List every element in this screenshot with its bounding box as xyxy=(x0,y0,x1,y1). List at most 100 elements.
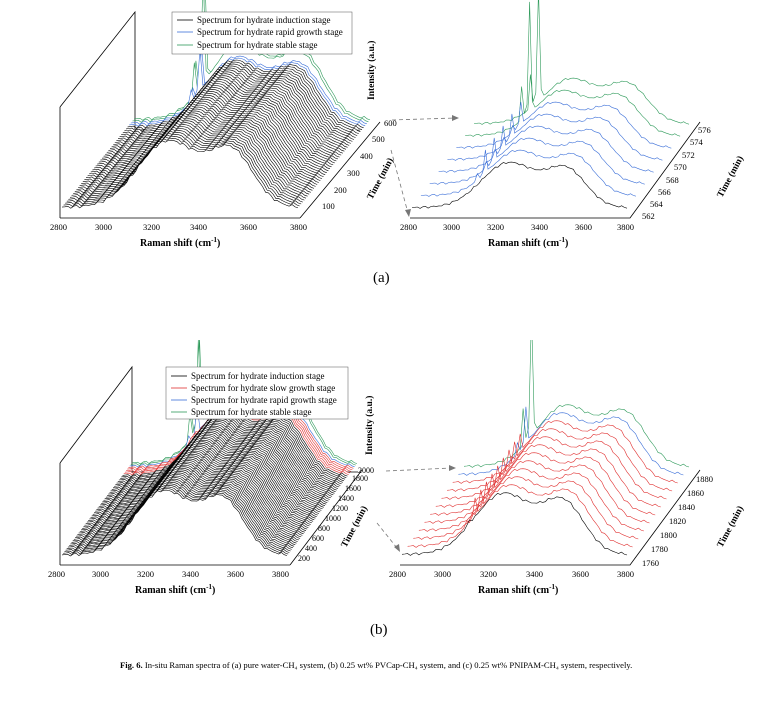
b-left-ttick: 2000 xyxy=(358,466,374,475)
spectrum-line xyxy=(473,0,690,125)
a-left-ttick: 600 xyxy=(384,118,397,128)
b-left-legend-4: Spectrum for hydrate stable stage xyxy=(191,407,311,417)
b-right-ttick: 1840 xyxy=(678,502,695,512)
spectrum-line xyxy=(411,161,628,209)
a-left-legend-box xyxy=(171,11,353,55)
spectrum-line xyxy=(424,460,650,524)
a-left-xtick: 3400 xyxy=(190,222,207,232)
panel-a-figure: Spectrum for hydrate induction stage Spe… xyxy=(50,0,746,249)
a-right-xtick: 3000 xyxy=(443,222,460,232)
b-left-ttick: 1200 xyxy=(332,504,348,513)
spectrum-line xyxy=(407,484,633,548)
b-left-ttick: 200 xyxy=(298,554,310,563)
spectrum-line xyxy=(441,436,667,500)
a-left-xlabel: Raman shift (cm-1) xyxy=(140,236,220,249)
b-left-legend-2: Spectrum for hydrate slow growth stage xyxy=(191,383,335,393)
a-left-legend-2: Spectrum for hydrate rapid growth stage xyxy=(197,27,343,37)
spectrum-line xyxy=(456,101,672,149)
spectrum-line xyxy=(465,1,681,137)
b-right-xtick: 3800 xyxy=(617,569,634,579)
b-right-xtick: 3600 xyxy=(572,569,589,579)
a-right-xtick: 3600 xyxy=(575,222,592,232)
a-right-ttick: 572 xyxy=(682,150,695,160)
b-left-ttick: 1600 xyxy=(345,484,361,493)
b-right-ttick: 1820 xyxy=(669,516,686,526)
b-right-axis-box xyxy=(400,469,701,566)
caption-fig-number: Fig. 6. xyxy=(120,660,143,670)
spectrum-line xyxy=(447,113,663,161)
a-left-zlabel: Time (min) xyxy=(365,156,396,201)
a-left-legend-1: Spectrum for hydrate induction stage xyxy=(197,15,330,25)
a-right-xtick: 2800 xyxy=(400,222,417,232)
b-right-ttick: 1780 xyxy=(651,544,668,554)
b-left-ttick: 400 xyxy=(305,544,317,553)
a-left-xtick: 3200 xyxy=(143,222,160,232)
b-left-plot: Spectrum for hydrate induction stage Spe… xyxy=(48,340,375,596)
spectrum-line xyxy=(61,139,299,209)
b-left-ylabel: Intensity (a.u.) xyxy=(364,396,375,455)
b-left-xlabel: Raman shift (cm-1) xyxy=(135,583,215,596)
b-right-ttick: 1880 xyxy=(696,474,713,484)
spectrum-line xyxy=(435,444,661,508)
b-left-ttick: 1000 xyxy=(325,514,341,523)
b-right-ttick: 1800 xyxy=(660,530,677,540)
figure-caption: Fig. 6. In-situ Raman spectra of (a) pur… xyxy=(120,660,740,670)
spectrum-line xyxy=(401,492,628,556)
caption-text: In-situ Raman spectra of (a) pure water-… xyxy=(144,660,633,670)
b-left-ttick: 800 xyxy=(318,524,330,533)
b-right-plot: 2800 3000 3200 3400 3600 3800 Raman shif… xyxy=(389,340,746,596)
panel-a-label: (a) xyxy=(373,270,390,286)
b-right-ttick: 1860 xyxy=(687,488,704,498)
b-left-xtick: 2800 xyxy=(48,569,65,579)
spectrum-line xyxy=(418,468,644,532)
spectrum-line xyxy=(430,452,656,516)
b-right-zlabel: Time (min) xyxy=(715,504,746,549)
b-right-ttick: 1760 xyxy=(642,558,659,568)
a-right-xtick: 3400 xyxy=(531,222,548,232)
a-right-xtick: 3800 xyxy=(617,222,634,232)
b-right-xtick: 3200 xyxy=(480,569,497,579)
a-right-ttick: 564 xyxy=(650,199,664,209)
b-left-legend-box xyxy=(165,366,349,420)
a-left-ttick: 200 xyxy=(334,185,347,195)
spectrum-line xyxy=(438,125,654,173)
spectrum-line xyxy=(429,137,645,185)
a-left-ttick: 400 xyxy=(360,151,373,161)
a-left-xtick: 3000 xyxy=(95,222,112,232)
spectrum-line xyxy=(447,428,673,492)
b-right-xtick: 2800 xyxy=(389,569,406,579)
a-left-ylabel: Intensity (a.u.) xyxy=(366,41,377,100)
a-left-xtick: 3600 xyxy=(240,222,257,232)
a-right-ttick: 568 xyxy=(666,175,679,185)
a-right-ttick: 566 xyxy=(658,187,671,197)
a-left-xtick: 3800 xyxy=(290,222,307,232)
b-left-ttick: 1400 xyxy=(338,494,354,503)
b-left-ttick: 600 xyxy=(312,534,324,543)
a-right-ttick: 576 xyxy=(698,125,711,135)
b-right-xlabel: Raman shift (cm-1) xyxy=(478,583,558,596)
a-right-xtick: 3200 xyxy=(487,222,504,232)
b-left-ttick: 1800 xyxy=(352,474,368,483)
a-left-ttick: 100 xyxy=(322,201,335,211)
b-left-legend-1: Spectrum for hydrate induction stage xyxy=(191,371,324,381)
b-right-xtick: 3000 xyxy=(434,569,451,579)
spectrum-line xyxy=(452,420,678,484)
a-left-plot: Spectrum for hydrate induction stage Spe… xyxy=(50,0,397,249)
spectrum-line xyxy=(61,489,288,557)
b-left-xtick: 3800 xyxy=(272,569,289,579)
a-right-ttick: 562 xyxy=(642,211,655,221)
panel-b-label: (b) xyxy=(370,622,388,638)
spectrum-line xyxy=(458,406,684,476)
b-left-xtick: 3200 xyxy=(137,569,154,579)
a-right-ttick: 570 xyxy=(674,162,687,172)
b-left-xtick: 3000 xyxy=(92,569,109,579)
a-left-ttick: 300 xyxy=(347,168,360,178)
spectrum-line xyxy=(413,476,639,540)
spectrum-line xyxy=(463,340,690,468)
a-right-plot: 2800 3000 3200 3400 3600 3800 Raman shif… xyxy=(400,0,746,249)
a-right-zlabel: Time (min) xyxy=(715,154,746,199)
a-right-axis-box xyxy=(410,121,701,219)
a-right-xlabel: Raman shift (cm-1) xyxy=(488,236,568,249)
b-left-legend-3: Spectrum for hydrate rapid growth stage xyxy=(191,395,337,405)
a-right-ttick: 574 xyxy=(690,137,704,147)
